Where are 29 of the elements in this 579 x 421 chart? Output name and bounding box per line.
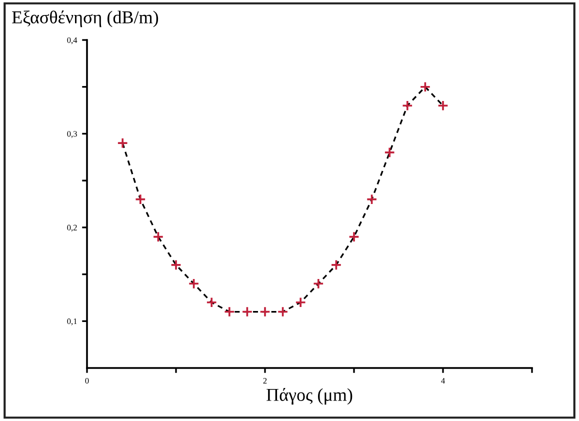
point	[384, 146, 396, 158]
y-tick-label: 0,4	[67, 37, 78, 44]
point	[170, 259, 182, 270]
x-tick-label: 0	[85, 378, 89, 384]
point	[330, 259, 342, 270]
point	[366, 194, 378, 205]
point	[420, 81, 431, 92]
point	[277, 306, 288, 318]
y-tick-label: 0,2	[67, 224, 77, 232]
x-tick-label: 4	[441, 378, 445, 384]
point	[224, 306, 235, 318]
point	[312, 278, 324, 290]
y-axis-title: Εξασθένηση (dB/m)	[12, 10, 158, 28]
point	[242, 306, 253, 318]
point	[206, 296, 218, 308]
point	[117, 138, 128, 149]
y-tick-label: 0,3	[67, 131, 77, 138]
x-axis-title: Πάγος (μm)	[266, 388, 352, 405]
line-series	[122, 86, 444, 313]
x-tick-label: 2	[263, 378, 267, 384]
point	[188, 278, 200, 290]
point	[259, 306, 271, 318]
point	[295, 296, 306, 308]
y-tick-label: 0,1	[67, 318, 77, 326]
point	[152, 231, 164, 242]
point	[348, 231, 360, 242]
point	[402, 100, 413, 112]
point	[134, 194, 146, 205]
point	[437, 100, 449, 112]
